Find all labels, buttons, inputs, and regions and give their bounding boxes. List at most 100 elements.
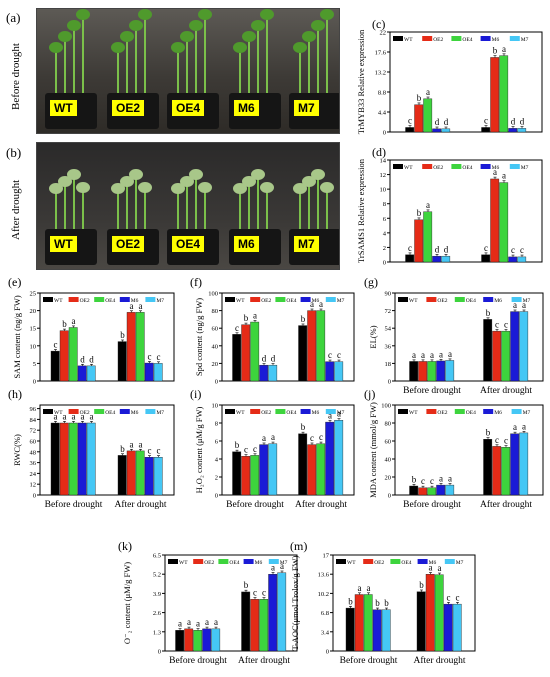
x-category-label: After drought [295,499,347,510]
bar-oe2 [490,178,500,263]
significance-letter: a [426,87,430,97]
legend-label-m7: M7 [456,560,464,566]
bar-m6 [436,360,446,382]
legend-label-m6: M6 [131,410,139,416]
plot-frame [394,292,544,382]
legend-swatch-oe2 [68,297,79,302]
legend-label-oe2: OE2 [80,298,90,304]
legend-swatch-m7 [511,409,522,414]
significance-letter: c [447,592,451,602]
pot-label: OE4 [172,100,205,116]
legend-label-m7: M7 [523,410,531,416]
bar-m6 [77,365,87,382]
bar-wt [409,485,419,496]
y-tick-label: 12 [30,482,37,489]
pot-m6: M6 [229,93,281,129]
bar-oe2 [492,330,502,382]
legend-swatch-oe2 [426,297,437,302]
legend-swatch-wt [336,559,346,564]
bar-wt [232,334,242,382]
legend-label-oe4: OE4 [105,410,115,416]
bar-oe4 [427,361,437,382]
legend-label-oe2: OE2 [437,410,447,416]
y-axis-label: EL(%) [368,325,378,348]
significance-letter: d [444,117,449,127]
significance-letter: c [337,350,341,360]
plant-leaf [180,176,194,187]
y-tick-label: 0 [326,649,329,656]
plant-leaf [189,20,203,31]
legend-swatch-m7 [444,559,455,564]
plant-stem [55,48,57,93]
legend-swatch-m7 [325,297,336,302]
legend-swatch-oe2 [426,409,437,414]
y-tick-label: 17.6 [375,50,387,57]
legend-swatch-m6 [480,36,491,41]
significance-letter: a [522,300,526,310]
plant-stem [326,15,328,93]
y-tick-label: 0 [215,379,218,386]
bar-m7 [452,603,462,652]
legend-swatch-oe2 [68,409,79,414]
legend-swatch-m6 [300,297,311,302]
y-tick-label: 0 [388,493,391,500]
legend-label-wt: WT [54,298,63,304]
bar-m7 [86,422,96,496]
legend-label-oe2: OE2 [261,410,271,416]
legend-label-wt: WT [179,560,188,566]
bar-wt [175,630,185,652]
significance-letter: a [310,299,314,309]
significance-letter: c [235,323,239,333]
legend-swatch-wt [225,409,235,414]
significance-letter: a [205,617,209,627]
significance-letter: a [178,619,182,629]
bar-m6 [510,311,520,382]
significance-letter: b [486,428,491,438]
y-tick-label: 1.3 [153,629,161,636]
pot-label: M6 [234,236,259,252]
significance-letter: a [280,561,284,571]
legend-swatch-oe4 [451,36,462,41]
significance-letter: d [89,354,94,364]
bar-m7 [445,360,455,382]
plant-stem [299,189,301,229]
legend-label-m6: M6 [492,37,500,43]
bar-m7 [268,443,278,496]
y-tick-label: 3.9 [153,591,161,598]
legend-label-m6: M6 [255,560,263,566]
bar-oe2 [307,310,317,382]
y-tick-label: 5.2 [153,572,161,579]
legend-label-m6: M6 [494,410,502,416]
bar-wt [50,350,60,382]
plant-leaf [120,31,134,42]
y-tick-label: 20 [385,475,392,482]
significance-letter: c [495,320,499,330]
y-tick-label: 60 [30,439,37,446]
y-tick-label: 12 [380,172,387,179]
y-tick-label: 13.6 [318,572,330,579]
legend-label-oe4: OE4 [401,560,411,566]
panel-label-e: (e) [8,275,21,289]
bar-wt [232,451,242,496]
bar-wt [405,127,415,133]
significance-letter: a [328,410,332,420]
y-tick-label: 17 [323,553,330,560]
bar-wt [409,361,419,382]
significance-letter: b [301,422,306,432]
plant-leaf [67,20,81,31]
x-category-label: After drought [115,499,167,510]
plant-leaf [76,9,90,20]
plant-leaf [302,176,316,187]
plot-frame [332,554,476,652]
plot-frame [389,159,543,263]
bar-m6 [202,628,212,652]
y-tick-label: 10 [212,403,219,410]
significance-letter: d [520,117,525,127]
plant-leaf [242,31,256,42]
bar-wt [483,439,493,496]
bar-wt [405,254,415,263]
y-tick-label: 60 [212,326,219,333]
bar-m7 [517,128,527,133]
legend-swatch-m7 [509,36,520,41]
